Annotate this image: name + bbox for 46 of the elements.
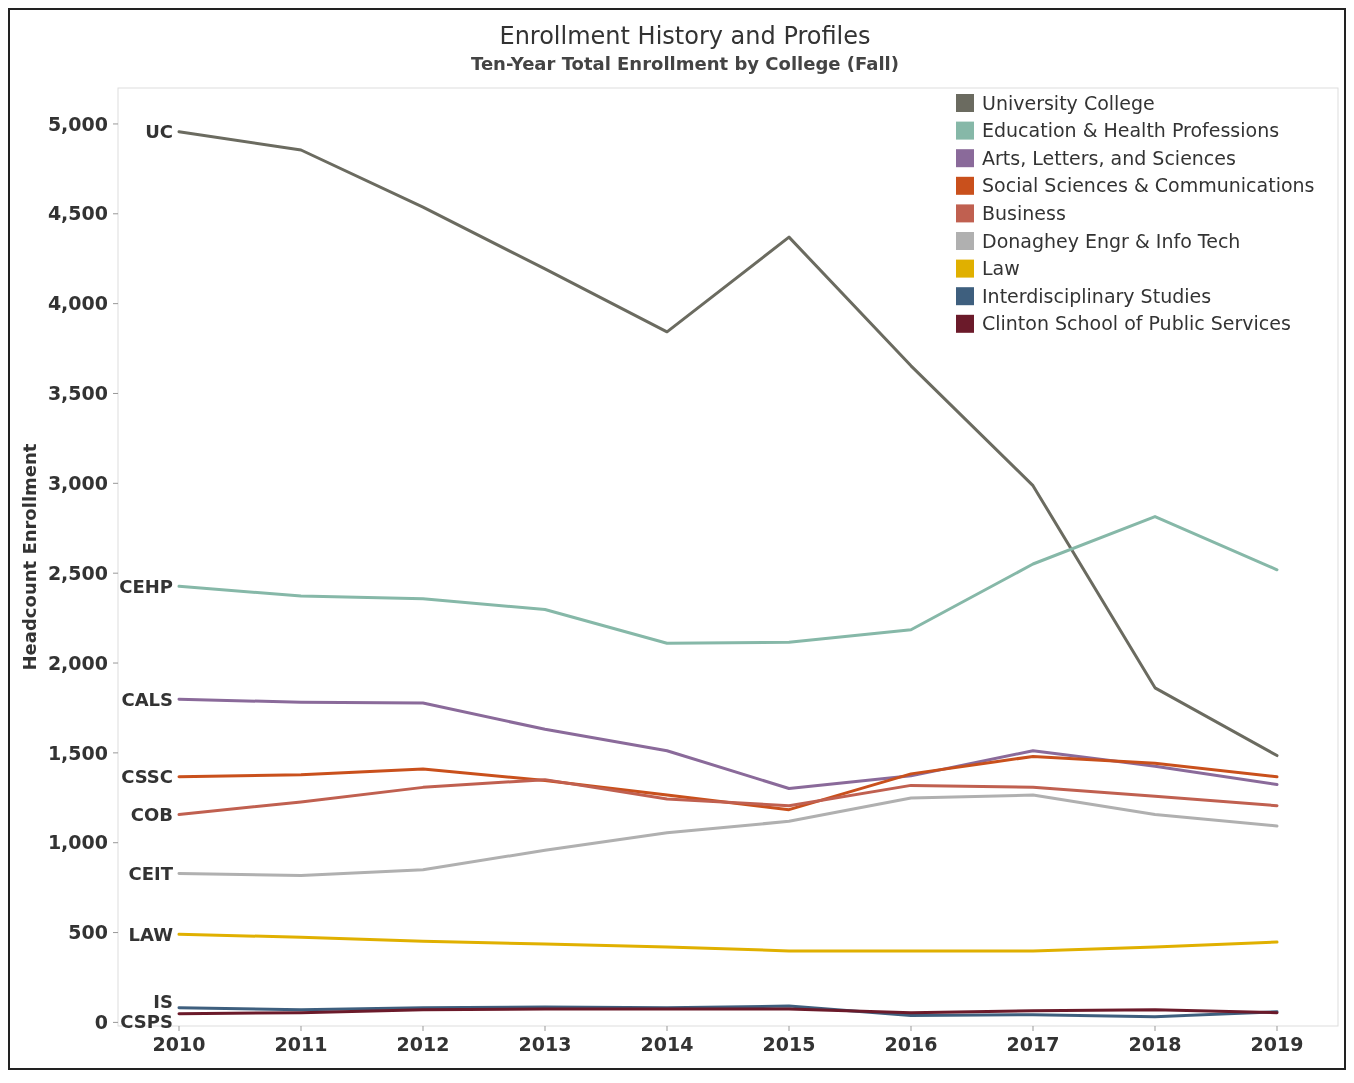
x-tick-label: 2013 (518, 1033, 572, 1056)
legend-label: Business (982, 202, 1066, 225)
y-tick-label: 2,000 (47, 651, 108, 674)
x-tick-label: 2015 (762, 1033, 816, 1056)
line-series (177, 515, 1279, 645)
legend-label: Education & Health Professions (982, 119, 1280, 142)
annotation: CEIT (128, 862, 174, 884)
annotation: CALS (121, 688, 173, 710)
line-series (177, 793, 1279, 877)
legend-label: University College (982, 91, 1155, 114)
y-axis-title: Headcount Enrollment (19, 443, 40, 671)
x-tick-label: 2017 (1006, 1033, 1060, 1056)
y-tick-label: 4,000 (47, 292, 108, 315)
legend-label: Clinton School of Public Services (982, 312, 1291, 335)
chart-subtitle: Ten-Year Total Enrollment by College (Fall) (471, 53, 899, 74)
annotation: IS (153, 991, 173, 1013)
y-tick-label: 5,000 (47, 112, 108, 135)
x-tick-label: 2014 (640, 1033, 694, 1056)
annotation: CEHP (119, 575, 173, 597)
x-tick-label: 2012 (396, 1033, 450, 1056)
x-tick-label: 2010 (152, 1033, 206, 1056)
y-tick-label: 3,500 (47, 382, 108, 405)
y-tick-label: 1,000 (47, 831, 108, 854)
y-tick-label: 1,500 (47, 741, 108, 764)
x-tick-label: 2011 (274, 1033, 328, 1056)
legend-label: Arts, Letters, and Sciences (982, 146, 1236, 169)
annotation: UC (145, 120, 173, 142)
legend-label: Social Sciences & Communications (982, 174, 1315, 197)
x-tick-label: 2019 (1250, 1033, 1304, 1056)
chart-title: Enrollment History and Profiles (499, 22, 871, 50)
y-tick-label: 2,500 (47, 561, 108, 584)
legend-label: Donaghey Engr & Info Tech (982, 229, 1241, 252)
x-tick-label: 2018 (1128, 1033, 1182, 1056)
line-series (177, 932, 1279, 953)
y-tick-label: 4,500 (47, 202, 108, 225)
legend-label: Law (982, 257, 1020, 280)
y-tick-label: 500 (68, 921, 108, 944)
y-tick-label: 3,000 (47, 471, 108, 494)
legend-label: Interdisciplinary Studies (982, 284, 1212, 307)
annotation: CSPS (120, 1011, 173, 1033)
annotation: CSSC (121, 766, 173, 788)
y-tick-label: 0 (94, 1011, 108, 1034)
x-tick-label: 2016 (884, 1033, 938, 1056)
annotation: COB (130, 803, 173, 825)
annotation: LAW (128, 923, 174, 945)
line-series (177, 778, 1279, 816)
